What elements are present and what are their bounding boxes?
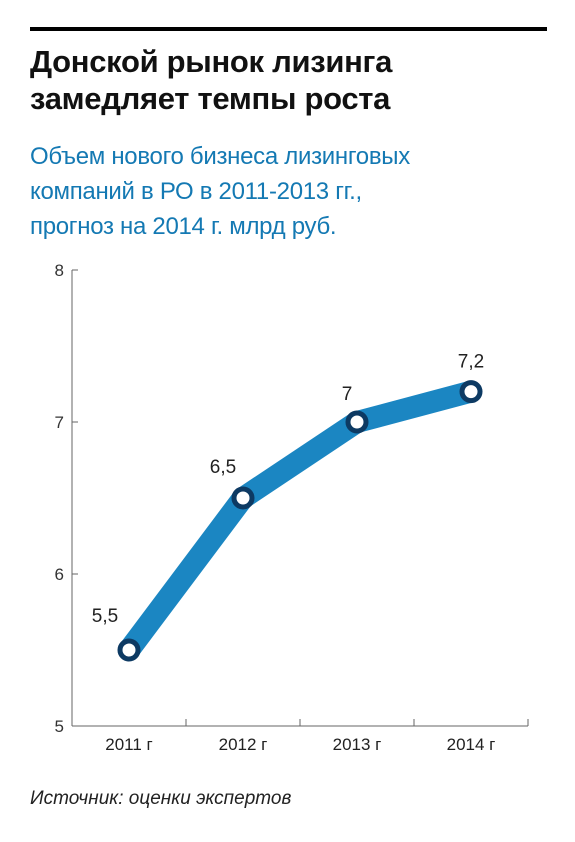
headline: Донской рынок лизинга замедляет темпы ро…	[30, 43, 550, 117]
data-point	[345, 410, 369, 434]
chart-labels: 5,5 6,5 7 7,2	[92, 352, 484, 627]
x-tick-label: 2012 г	[219, 735, 268, 754]
y-tick-label: 5	[55, 717, 64, 736]
data-label: 7	[342, 384, 353, 405]
chart-subtitle: Объем нового бизнеса лизинговых компаний…	[30, 139, 560, 244]
data-label: 6,5	[210, 457, 236, 478]
x-tick-label: 2013 г	[333, 735, 382, 754]
data-point	[117, 638, 141, 662]
headline-line-1: Донской рынок лизинга	[30, 44, 393, 79]
subtitle-line-2: компаний в РО в 2011-2013 гг.,	[30, 178, 362, 205]
subtitle-line-1: Объем нового бизнеса лизинговых	[30, 143, 410, 170]
x-tick-label: 2011 г	[105, 735, 152, 754]
subtitle-line-3: прогноз на 2014 г. млрд руб.	[30, 213, 337, 240]
data-point	[231, 486, 255, 510]
x-tick-label: 2014 г	[447, 735, 496, 754]
source-note: Источник: оценки экспертов	[30, 788, 292, 809]
data-label: 7,2	[458, 352, 484, 373]
series-line	[118, 380, 482, 661]
data-point	[459, 380, 483, 404]
headline-line-2: замедляет темпы роста	[30, 81, 391, 116]
y-tick-label: 7	[55, 413, 64, 432]
y-tick-label: 6	[55, 565, 64, 584]
chart-series	[117, 380, 483, 662]
data-label: 5,5	[92, 606, 118, 627]
y-tick-label: 8	[55, 261, 64, 280]
top-rule	[30, 27, 547, 31]
chart-axes: 5 6 7 8 2011 г 2012 г 2013 г 2014 г	[55, 261, 529, 754]
